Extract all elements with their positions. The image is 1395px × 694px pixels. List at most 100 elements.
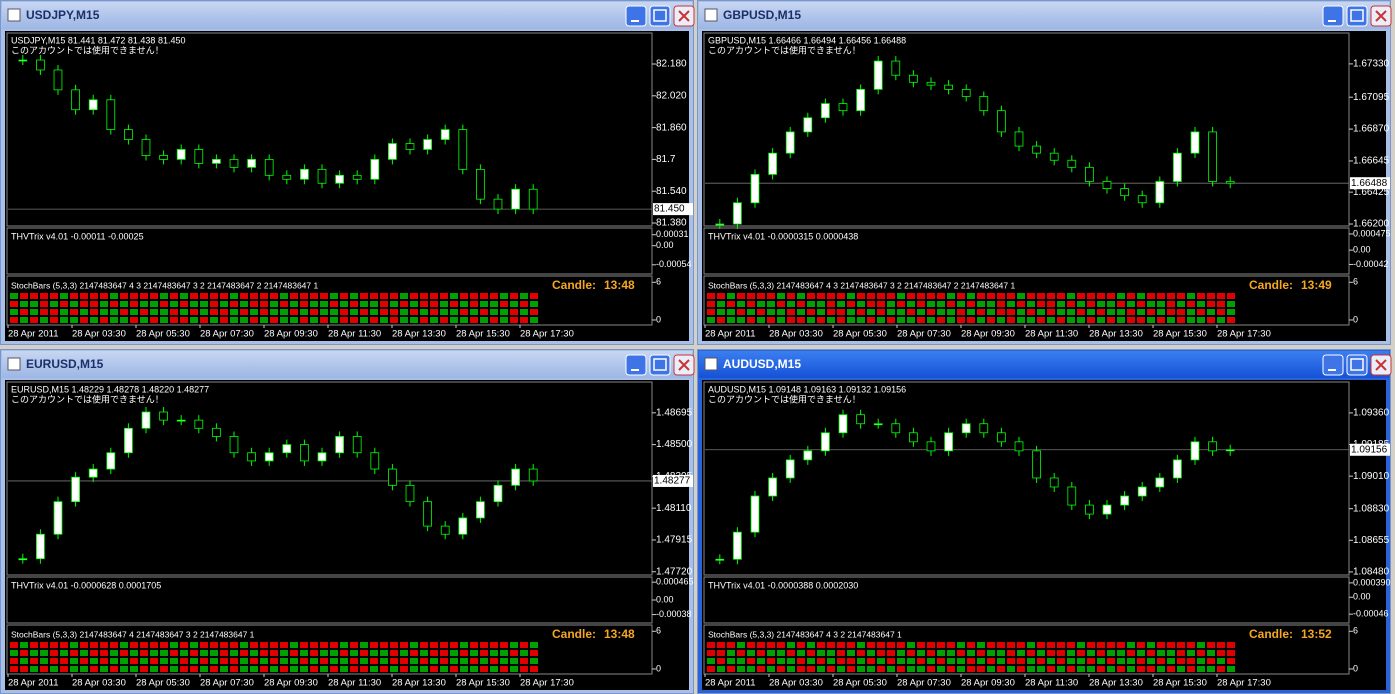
candle-body (926, 81, 936, 86)
stoch-cell (180, 309, 188, 315)
minimize-button[interactable] (625, 354, 647, 376)
maximize-button[interactable] (1346, 354, 1368, 376)
stoch-cell (140, 666, 148, 672)
stoch-cell (50, 317, 58, 323)
stoch-cell (1007, 317, 1015, 323)
indicator-tick-label: 0.00 (656, 594, 674, 604)
minimize-button[interactable] (625, 5, 647, 27)
stoch-cell (390, 309, 398, 315)
stoch-cell (500, 666, 508, 672)
stoch-cell (120, 650, 128, 656)
stoch-cell (150, 650, 158, 656)
stoch-cell (1167, 301, 1175, 307)
minimize-button[interactable] (1322, 5, 1344, 27)
stoch-cell (270, 309, 278, 315)
stoch-cell (270, 642, 278, 648)
stoch-cell (530, 642, 538, 648)
stoch-cell (120, 658, 128, 664)
stoch-cell (410, 650, 418, 656)
stoch-cell (727, 666, 735, 672)
stoch-cell (977, 666, 985, 672)
stoch-cell (380, 658, 388, 664)
candle-body (511, 468, 520, 486)
current-price-label: 1.48277 (654, 476, 691, 487)
candle-body (856, 88, 865, 112)
stoch-cell (220, 309, 228, 315)
stoch-cell (717, 666, 725, 672)
stoch-cell (707, 317, 715, 323)
stoch-cell (70, 301, 78, 307)
stoch-cell (30, 301, 38, 307)
stoch-cell (430, 650, 438, 656)
candle-body (335, 436, 344, 454)
stoch-cell (797, 309, 805, 315)
maximize-button[interactable] (649, 354, 671, 376)
stoch-cell (717, 309, 725, 315)
stoch-cell (847, 642, 855, 648)
stoch-cell (80, 317, 88, 323)
stoch-cell (1047, 666, 1055, 672)
stoch-cell (410, 293, 418, 299)
stoch-cell (1197, 650, 1205, 656)
stoch-cell (737, 658, 745, 664)
stoch-cell (897, 309, 905, 315)
stoch-cell (30, 650, 38, 656)
stoch-cell (897, 293, 905, 299)
stoch-cell (490, 666, 498, 672)
stoch-cell (450, 309, 458, 315)
time-label: 28 Apr 11:30 (328, 678, 381, 689)
stoch-cell (190, 666, 198, 672)
stoch-cell (250, 293, 258, 299)
time-label: 28 Apr 15:30 (456, 678, 510, 689)
stoch-cell (797, 293, 805, 299)
stoch-cell (240, 317, 248, 323)
stoch-cell (747, 642, 755, 648)
stoch-cell (977, 309, 985, 315)
stoch-cell (747, 301, 755, 307)
stoch-cell (827, 309, 835, 315)
minimize-button[interactable] (1322, 354, 1344, 376)
stoch-cell (1127, 642, 1135, 648)
stoch-cell (70, 650, 78, 656)
stoch-cell (847, 293, 855, 299)
stoch-cell (767, 301, 775, 307)
time-label: 28 Apr 17:30 (1217, 329, 1271, 340)
maximize-button[interactable] (649, 5, 671, 27)
candle-body (1208, 131, 1217, 182)
stoch-cell (807, 309, 815, 315)
stoch-cell (977, 650, 985, 656)
indicator-panel (703, 227, 1350, 275)
stoch-cell (727, 650, 735, 656)
title-bar (699, 351, 1389, 378)
stoch-cell (857, 317, 865, 323)
stoch-cell (1147, 293, 1155, 299)
stoch-cell (987, 666, 995, 672)
candle-body (733, 531, 742, 560)
account-notice: このアカウントでは使用できません！ (708, 393, 861, 404)
candle-body (247, 452, 256, 462)
stoch-cell (310, 666, 318, 672)
candle-body (715, 558, 725, 561)
maximize-button[interactable] (1346, 5, 1368, 27)
stoch-cell (280, 642, 288, 648)
candle-timer-label: Candle: (552, 278, 596, 292)
stoch-cell (757, 317, 765, 323)
stoch-cell (1027, 317, 1035, 323)
stoch-cell (1007, 309, 1015, 315)
stoch-cell (210, 293, 218, 299)
stoch-cell (847, 301, 855, 307)
stoch-cell (937, 650, 945, 656)
stoch-cell (480, 293, 488, 299)
stoch-cell (827, 666, 835, 672)
stoch-tick-label: 0 (1353, 663, 1358, 673)
stoch-cell (1107, 317, 1115, 323)
stoch-cell (1177, 642, 1185, 648)
stoch-cell (90, 658, 98, 664)
time-label: 28 Apr 07:30 (200, 678, 254, 689)
candle-body (458, 517, 468, 535)
stoch-cell (400, 309, 408, 315)
stoch-cell (737, 301, 745, 307)
stoch-cell (90, 309, 98, 315)
stoch-cell (957, 666, 965, 672)
stoch-cell (997, 301, 1005, 307)
